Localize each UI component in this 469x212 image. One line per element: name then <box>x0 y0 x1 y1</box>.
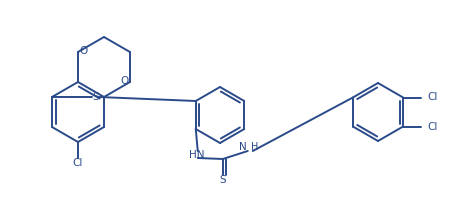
Text: Cl: Cl <box>73 158 83 168</box>
Text: Cl: Cl <box>427 121 438 131</box>
Text: S: S <box>219 175 226 185</box>
Text: Cl: Cl <box>427 92 438 102</box>
Text: O: O <box>79 46 87 56</box>
Text: S: S <box>93 92 99 102</box>
Text: HN: HN <box>189 150 204 160</box>
Text: N: N <box>239 142 247 152</box>
Text: O: O <box>121 76 129 86</box>
Text: H: H <box>251 142 258 152</box>
